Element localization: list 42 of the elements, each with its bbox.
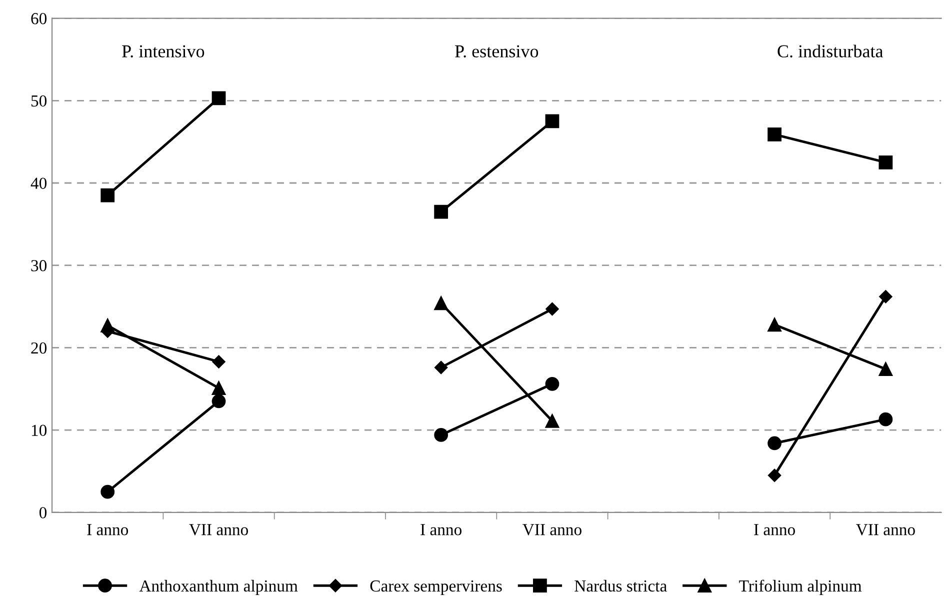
point [434,296,448,310]
x-tick-label: VII anno [189,524,248,536]
point [434,360,448,374]
legend-label: Anthoxanthum alpinum [139,580,298,595]
point [768,127,782,142]
point [768,318,782,332]
point [878,412,893,426]
point [768,436,782,450]
point [768,468,782,482]
point [100,484,115,499]
x-tick-label: VII anno [856,524,915,536]
legend-label: Carex sempervirens [370,580,502,595]
legend-label: Trifolium alpinum [739,580,862,595]
point [545,376,560,391]
y-tick-label: 40 [30,178,47,189]
point [434,428,448,442]
annotation: P. estensivo [455,45,538,58]
point [212,394,226,408]
x-tick-label: VII anno [522,524,582,536]
y-tick-label: 20 [31,342,47,354]
y-tick-label: 50 [31,95,47,107]
point [212,381,226,395]
point [879,290,892,304]
annotation: C. indisturbata [778,44,884,58]
point [545,414,560,428]
legend-label: Nardus stricta [574,580,667,592]
y-tick-label: 30 [31,260,47,272]
point [878,155,893,170]
x-tick-label: I anno [754,524,795,536]
point [212,355,226,368]
point [545,114,560,128]
y-tick-label: 10 [32,424,47,436]
x-tick-label: I anno [87,524,128,536]
point [100,188,115,202]
point [546,302,559,316]
point [434,204,448,219]
point [212,91,226,106]
point [878,362,893,376]
annotation: P. intensivo [122,45,204,58]
y-tick-label: 0 [39,507,47,518]
x-tick-label: I anno [420,524,462,536]
y-tick-label: 60 [31,13,47,24]
